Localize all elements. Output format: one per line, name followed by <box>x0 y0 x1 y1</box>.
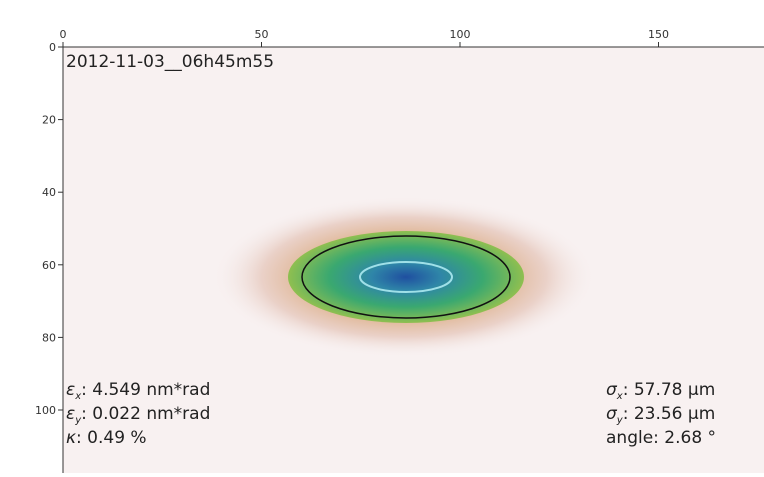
x-tick-label: 50 <box>255 28 269 41</box>
x-tick-label: 100 <box>450 28 471 41</box>
y-tick-label: 80 <box>42 331 56 344</box>
annotation: εx: 4.549 nm*rad <box>66 380 210 402</box>
y-tick-label: 40 <box>42 186 56 199</box>
annotation-text: angle: 2.68 ° <box>606 428 716 448</box>
y-tick-label: 0 <box>49 41 56 54</box>
annotation: εy: 0.022 nm*rad <box>66 404 210 426</box>
y-tick-label: 20 <box>42 114 56 127</box>
x-tick-label: 150 <box>648 28 669 41</box>
annotation: κ: 0.49 % <box>66 428 147 448</box>
y-tick-label: 100 <box>35 404 56 417</box>
annotation-text: : 0.022 nm*rad <box>81 404 210 424</box>
annotation-text: : 0.49 % <box>76 428 147 448</box>
annotation: angle: 2.68 ° <box>606 428 716 448</box>
title: 2012-11-03__06h45m55 <box>66 52 274 72</box>
annotation-text: : 23.56 μm <box>623 404 716 424</box>
annotation-symbol: κ <box>66 428 76 448</box>
annotation-text: : 4.549 nm*rad <box>81 380 210 400</box>
page: 2012-11-03__06h45m55 0 50 100 150 0 20 40 60 80 1… <box>0 0 764 473</box>
beam-core <box>288 231 524 323</box>
annotation: σy: 23.56 μm <box>606 404 715 426</box>
x-tick-label: 0 <box>60 28 67 41</box>
annotation-text: : 57.78 μm <box>623 380 716 400</box>
y-tick-label: 60 <box>42 259 56 272</box>
annotation-symbol: ε <box>66 404 75 424</box>
chart: 2012-11-03__06h45m55 0 50 100 150 0 20 40 60 80 1… <box>0 0 764 473</box>
annotation-symbol: ε <box>66 380 75 400</box>
annotation: σx: 57.78 μm <box>606 380 715 402</box>
